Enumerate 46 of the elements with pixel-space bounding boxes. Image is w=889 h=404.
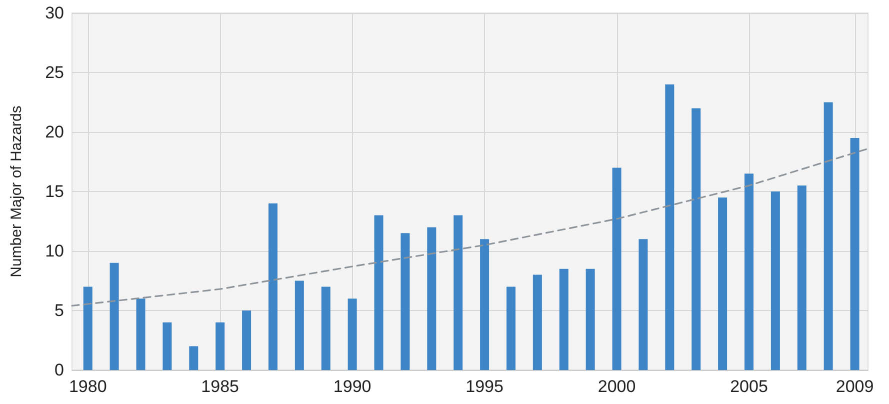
bar [189,346,198,370]
bar [83,286,92,370]
bar [797,186,806,370]
bar [216,322,225,370]
bar [427,227,436,370]
bar [718,197,728,370]
x-tick-label: 2009 [836,377,874,396]
bar [374,215,384,370]
bar [110,262,119,370]
bar [850,138,860,370]
line-series [71,148,869,307]
y-tick-label: 20 [45,122,64,142]
bar [665,84,674,370]
bar [506,286,516,370]
bar [559,268,568,370]
x-tick-label: 1980 [68,377,107,396]
bar [770,192,780,370]
bar [162,322,172,370]
bar [744,174,754,370]
bar [321,286,330,370]
bar [638,239,648,370]
y-tick-label: 5 [54,301,64,320]
bar [532,274,542,370]
bar [824,102,833,370]
x-tick-label: 2005 [730,377,768,396]
bar [454,215,463,370]
bar [136,298,146,370]
y-tick-label: 0 [54,360,64,380]
bar [480,239,490,370]
bar [242,310,252,370]
bar [268,203,278,370]
bar [612,168,622,370]
y-tick-label: 10 [45,242,64,260]
x-tick-label: 1990 [333,377,372,396]
bar [586,268,595,370]
y-axis-title: Number Major of Hazards [8,106,25,278]
bar [348,298,357,370]
y-tick-label: 25 [45,63,64,82]
x-tick-label: 1995 [466,377,504,396]
y-tick-label: 15 [45,182,64,201]
x-tick-label: 1985 [201,377,240,396]
bar [294,280,304,370]
bar [692,108,701,370]
bar [400,233,410,370]
y-tick-label: 30 [45,4,64,22]
x-tick-label: 2000 [598,377,636,396]
